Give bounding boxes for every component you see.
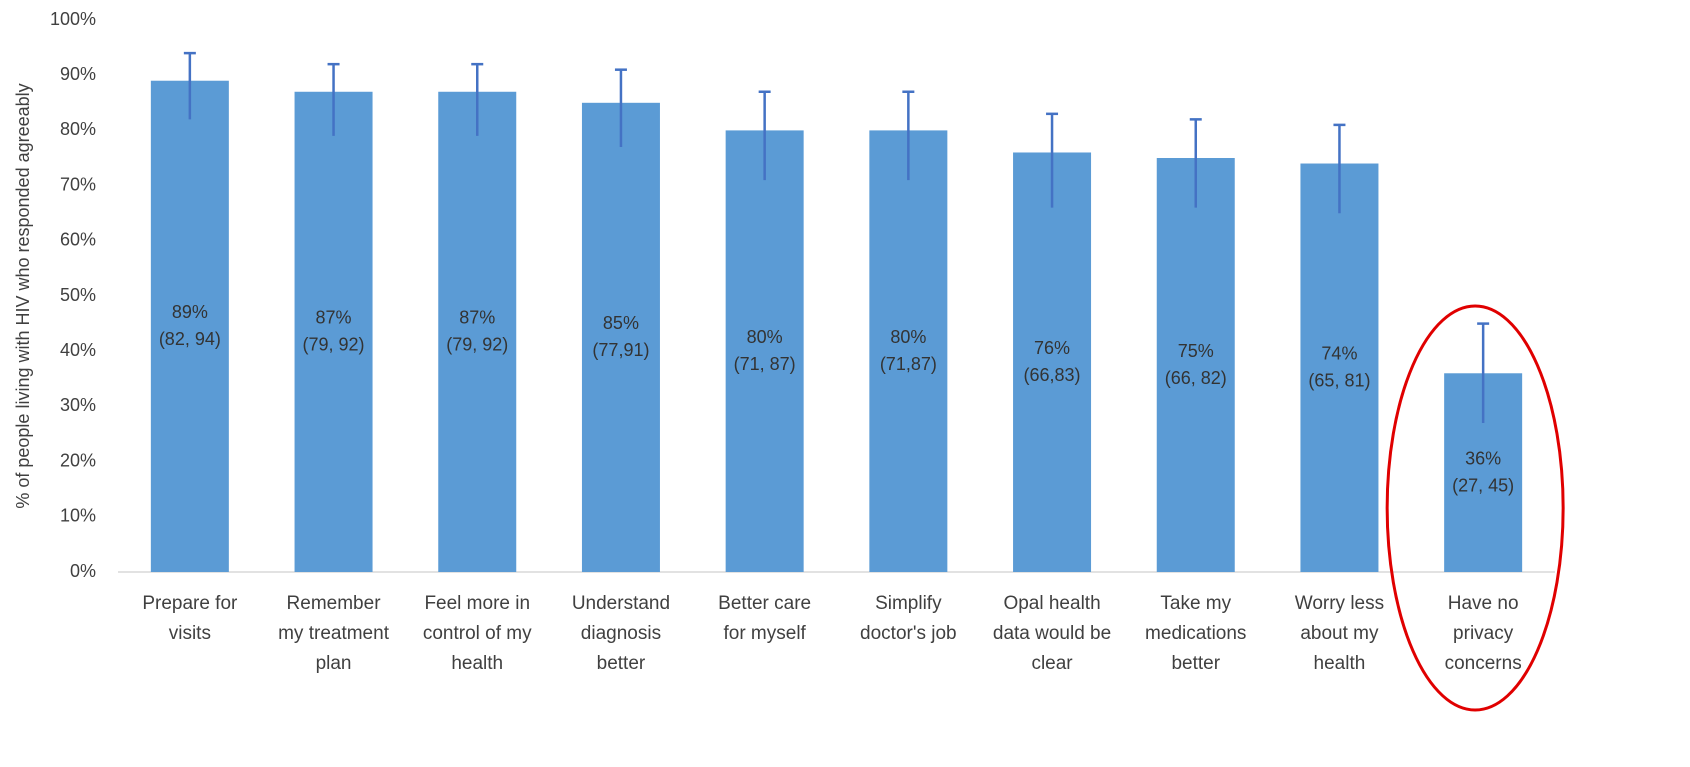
ci-label: (71,87) [880,354,937,374]
y-tick-label: 40% [60,340,96,360]
ci-label: (82, 94) [159,329,221,349]
bar [150,80,229,572]
error-bar [1189,118,1202,208]
x-tick-label: about my [1300,623,1379,644]
value-label: 80% [747,327,783,347]
ci-label: (27, 45) [1452,475,1514,495]
y-tick-label: 30% [60,395,96,415]
y-tick-label: 0% [70,561,96,581]
x-tick-label: medications [1145,623,1246,644]
error-bar [183,51,196,120]
x-tick-label: Better care [718,593,811,614]
x-tick-label: Remember [287,593,382,614]
bar [438,91,517,572]
value-label: 76% [1034,338,1070,358]
y-tick-label: 70% [60,174,96,194]
ci-label: (65, 81) [1308,371,1370,391]
value-label: 80% [890,327,926,347]
x-tick-label: Feel more in [424,593,530,614]
error-bar [471,62,484,136]
y-tick-label: 90% [60,64,96,84]
x-tick-label: doctor's job [860,623,957,644]
value-label: 87% [459,308,495,328]
x-tick-label: data would be [993,623,1111,644]
x-tick-label: Prepare for [142,593,238,614]
value-label: 74% [1321,344,1357,364]
x-tick-label: diagnosis [581,623,661,644]
error-bar [902,90,915,181]
bar [1156,158,1235,572]
y-tick-label: 10% [60,506,96,526]
value-label: 85% [603,313,639,333]
x-tick-label: health [451,653,503,674]
x-tick-label: better [597,653,646,674]
error-bar [1477,322,1490,423]
y-tick-label: 60% [60,230,96,250]
bar [1300,163,1379,572]
y-tick-label: 100% [50,9,96,29]
ci-label: (79, 92) [303,335,365,355]
error-bar [1046,112,1059,208]
x-tick-label: Have no [1448,593,1519,614]
value-label: 87% [316,308,352,328]
bar [294,91,373,572]
x-tick-label: concerns [1445,653,1522,674]
y-tick-label: 50% [60,285,96,305]
x-tick-label: my treatment [278,623,390,644]
error-bar [327,62,340,136]
x-tick-label: clear [1031,653,1073,674]
x-tick-label: better [1171,653,1220,674]
bar [581,102,660,573]
x-tick-label: Take my [1160,593,1231,614]
y-tick-label: 80% [60,119,96,139]
bar [1013,152,1092,573]
ci-label: (71, 87) [734,354,796,374]
error-bar [1333,123,1346,214]
ci-label: (66, 82) [1165,368,1227,388]
ci-label: (77,91) [592,340,649,360]
error-bar [758,90,771,181]
x-tick-label: Worry less [1295,593,1384,614]
value-label: 36% [1465,448,1501,468]
x-tick-label: Opal health [1003,593,1100,614]
x-tick-label: for myself [723,623,806,644]
x-tick-label: plan [316,653,352,674]
bar [725,130,804,572]
x-tick-label: Simplify [875,593,942,614]
y-axis-title: % of people living with HIV who responde… [13,83,33,508]
value-label: 89% [172,302,208,322]
y-tick-label: 20% [60,450,96,470]
error-bar [614,68,627,147]
ci-label: (79, 92) [446,335,508,355]
ci-label: (66,83) [1024,365,1081,385]
value-label: 75% [1178,341,1214,361]
x-tick-label: privacy [1453,623,1514,644]
x-tick-label: control of my [423,623,532,644]
highlight-ellipse [1385,304,1565,712]
bar [869,130,948,572]
x-tick-label: health [1314,653,1366,674]
x-tick-label: visits [169,623,211,644]
x-tick-label: Understand [572,593,670,614]
